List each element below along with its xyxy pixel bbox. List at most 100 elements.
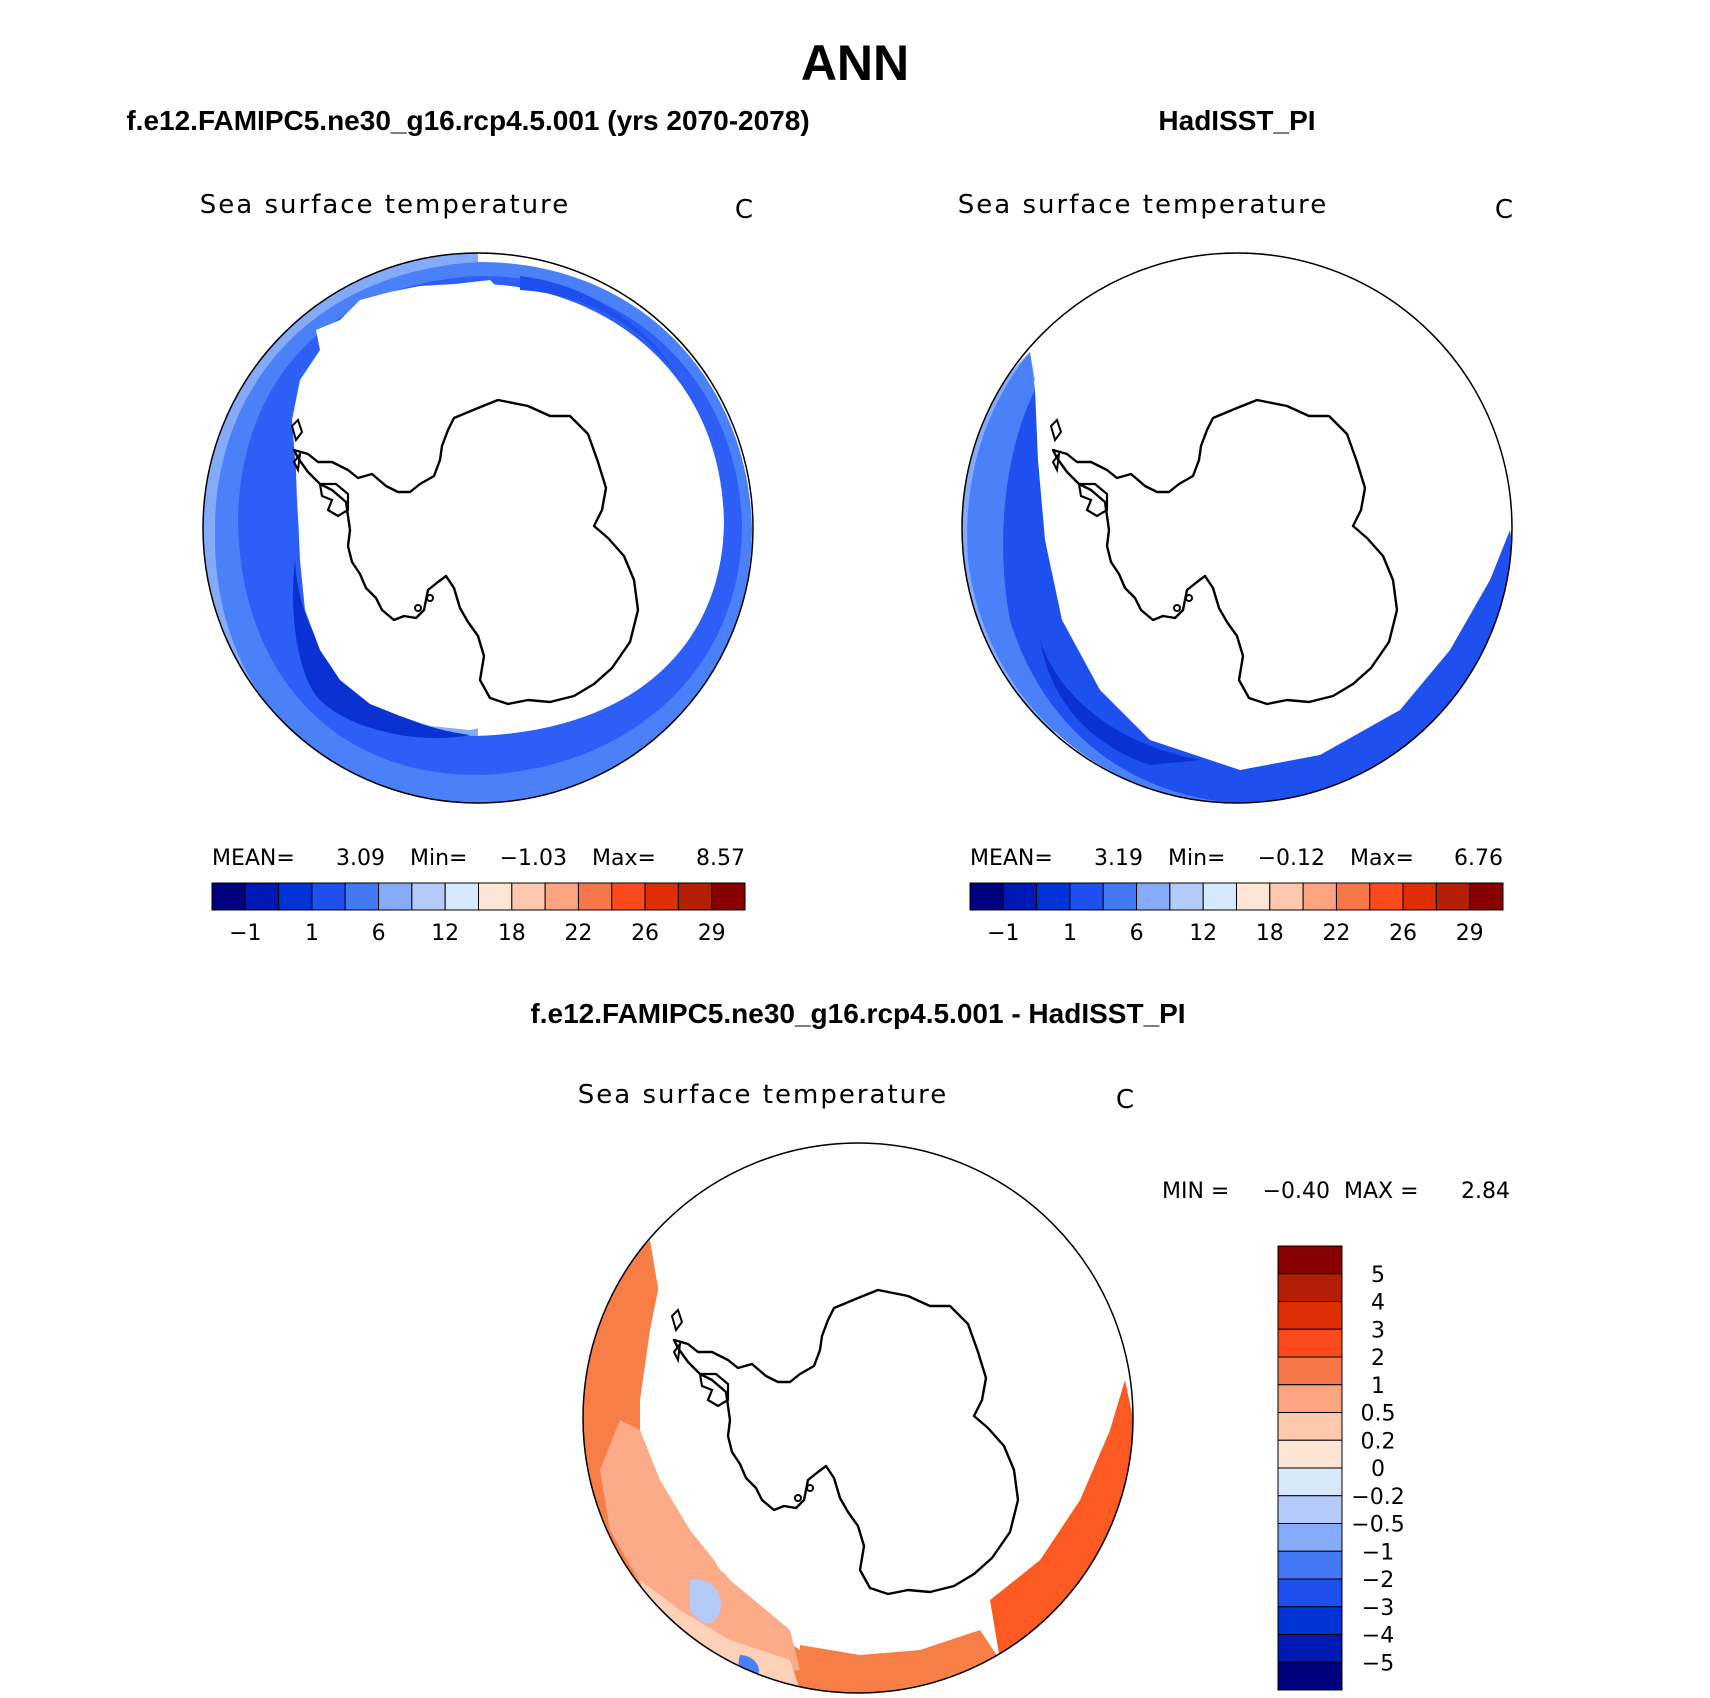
panel-obs-colorbar-swatch (1402, 882, 1437, 911)
panel-model-max-value: 8.57 (696, 846, 745, 871)
panel-obs-colorbar-swatch (1335, 882, 1371, 911)
panel-model-colorbar: −1 1 6 12 18 22 26 29 (211, 882, 746, 946)
panel-diff-colorbar-tick-label: −0.2 (1351, 1485, 1404, 1510)
panel-diff-colorbar-tick-label: 1 (1371, 1374, 1385, 1399)
panel-obs-variable-label: Sea surface temperature (958, 190, 1328, 220)
panel-obs: HadISST_PI Sea surface temperature C MEA… (958, 105, 1515, 946)
panel-model-mean-value: 3.09 (336, 846, 385, 871)
panel-diff-colorbar: 5 43 2 1 0.50.2 0 −0.2 −0.5−1 −2 −3 −4−5 (1277, 1245, 1405, 1691)
panel-obs-max-value: 6.76 (1454, 846, 1503, 871)
panel-diff-colorbar-tick-label: −1 (1362, 1540, 1394, 1565)
panel-diff-colorbar-swatch (1277, 1273, 1343, 1302)
panel-model-colorbar-swatch (511, 882, 546, 911)
panel-diff-colorbar-tick-label: 5 (1371, 1263, 1385, 1288)
panel-obs-colorbar-swatch (1369, 882, 1404, 911)
panel-diff-colorbar-swatch (1277, 1245, 1343, 1275)
panel-obs-mean-value: 3.19 (1094, 846, 1143, 871)
panel-model-colorbar-swatch (211, 882, 246, 911)
panel-obs-colorbar-swatch (1469, 882, 1504, 911)
panel-model-colorbar-swatch (611, 882, 646, 911)
panel-model-colorbar-tick-label: 18 (498, 921, 526, 946)
panel-model-colorbar-swatch (411, 882, 446, 911)
panel-obs-colorbar-swatch (1002, 882, 1038, 911)
panel-model-case-title: f.e12.FAMIPC5.ne30_g16.rcp4.5.001 (yrs 2… (126, 105, 809, 136)
panel-obs-colorbar-swatch (1435, 882, 1471, 911)
panel-obs-colorbar-swatch (969, 882, 1004, 911)
panel-model-colorbar-swatch (577, 882, 613, 911)
panel-diff-colorbar-swatch (1277, 1661, 1343, 1691)
panel-obs-min-label: Min= (1168, 846, 1225, 871)
panel-obs-min-value: −0.12 (1258, 846, 1325, 871)
panel-model-colorbar-swatch (478, 882, 513, 911)
panel-diff-colorbar-swatch (1277, 1523, 1343, 1552)
panel-diff-colorbar-tick-label: −5 (1362, 1651, 1394, 1676)
panel-model-variable-label: Sea surface temperature (200, 190, 570, 220)
panel-diff-colorbar-tick-label: 0 (1371, 1457, 1385, 1482)
panel-model-min-value: −1.03 (500, 846, 567, 871)
panel-diff-variable-label: Sea surface temperature (578, 1080, 948, 1110)
panel-diff-colorbar-swatch (1277, 1384, 1343, 1413)
panel-diff-colorbar-tick-label: 4 (1371, 1291, 1385, 1316)
panel-obs-colorbar-tick-label: 6 (1130, 921, 1144, 946)
panel-model-colorbar-tick-label: 6 (372, 921, 386, 946)
panel-obs-colorbar-swatch (1202, 882, 1237, 911)
panel-model-colorbar-swatch (244, 882, 280, 911)
panel-diff-case-title: f.e12.FAMIPC5.ne30_g16.rcp4.5.001 - HadI… (530, 998, 1185, 1029)
panel-obs-colorbar-tick-label: −1 (987, 921, 1019, 946)
panel-model-colorbar-swatch (344, 882, 380, 911)
panel-diff-colorbar-swatch (1277, 1578, 1343, 1608)
panel-model-colorbar-swatch (378, 882, 413, 911)
panel-diff-colorbar-swatch (1277, 1301, 1343, 1330)
panel-model-colorbar-swatch (644, 882, 679, 911)
panel-diff-colorbar-swatch (1277, 1356, 1343, 1386)
panel-diff-min-label: MIN = (1162, 1179, 1229, 1204)
panel-diff-colorbar-swatch (1277, 1634, 1343, 1663)
panel-diff-colorbar-swatch (1277, 1550, 1343, 1580)
panel-model-units: C (735, 195, 755, 225)
panel-obs-colorbar: −1 1 6 12 18 22 26 29 (969, 882, 1504, 946)
panel-obs-colorbar-tick-label: 29 (1456, 921, 1484, 946)
panel-obs-colorbar-tick-label: 22 (1322, 921, 1350, 946)
panel-model-colorbar-tick-label: 29 (698, 921, 726, 946)
panel-obs-case-title: HadISST_PI (1158, 105, 1315, 136)
panel-obs-colorbar-tick-label: 1 (1063, 921, 1077, 946)
panel-diff-units: C (1116, 1085, 1136, 1115)
panel-model-colorbar-swatch (278, 882, 313, 911)
panel-model-max-label: Max= (592, 846, 656, 871)
panel-obs-colorbar-tick-label: 12 (1189, 921, 1217, 946)
panel-model-colorbar-swatch (677, 882, 713, 911)
panel-model-colorbar-swatch (311, 882, 346, 911)
panel-obs-max-label: Max= (1350, 846, 1414, 871)
panel-obs-units: C (1495, 195, 1515, 225)
panel-diff-colorbar-tick-label: −0.5 (1351, 1513, 1404, 1538)
panel-obs-colorbar-swatch (1136, 882, 1171, 911)
panel-obs-colorbar-swatch (1036, 882, 1071, 911)
panel-diff-colorbar-swatch (1277, 1439, 1343, 1469)
panel-diff-colorbar-tick-label: 2 (1371, 1346, 1385, 1371)
panel-diff-colorbar-swatch (1277, 1495, 1343, 1524)
panel-model-colorbar-swatch (544, 882, 579, 911)
panel-obs-colorbar-tick-label: 26 (1389, 921, 1417, 946)
panel-model-mean-label: MEAN= (212, 846, 295, 871)
panel-diff-colorbar-tick-label: −3 (1362, 1596, 1394, 1621)
panel-diff-colorbar-tick-label: −4 (1362, 1624, 1394, 1649)
panel-diff-colorbar-swatch (1277, 1412, 1343, 1441)
panel-diff-min-value: −0.40 (1263, 1179, 1330, 1204)
panel-model-colorbar-swatch (444, 882, 479, 911)
panel-diff-colorbar-swatch (1277, 1606, 1343, 1635)
panel-diff-colorbar-tick-label: −2 (1362, 1568, 1394, 1593)
panel-obs-colorbar-swatch (1269, 882, 1304, 911)
panel-diff-colorbar-swatch (1277, 1467, 1343, 1497)
main-title: ANN (801, 35, 909, 91)
panel-model-colorbar-tick-label: 22 (564, 921, 592, 946)
panel-diff-max-value: 2.84 (1461, 1179, 1510, 1204)
panel-diff-colorbar-tick-label: 0.2 (1361, 1429, 1396, 1454)
panel-obs-colorbar-swatch (1102, 882, 1138, 911)
panel-model: f.e12.FAMIPC5.ne30_g16.rcp4.5.001 (yrs 2… (126, 105, 809, 946)
panel-model-colorbar-tick-label: 1 (305, 921, 319, 946)
panel-obs-colorbar-swatch (1302, 882, 1337, 911)
panel-diff-colorbar-tick-label: 0.5 (1361, 1402, 1396, 1427)
panel-diff-colorbar-tick-label: 3 (1371, 1318, 1385, 1343)
panel-diff-max-label: MAX = (1344, 1179, 1419, 1204)
panel-model-min-label: Min= (410, 846, 467, 871)
